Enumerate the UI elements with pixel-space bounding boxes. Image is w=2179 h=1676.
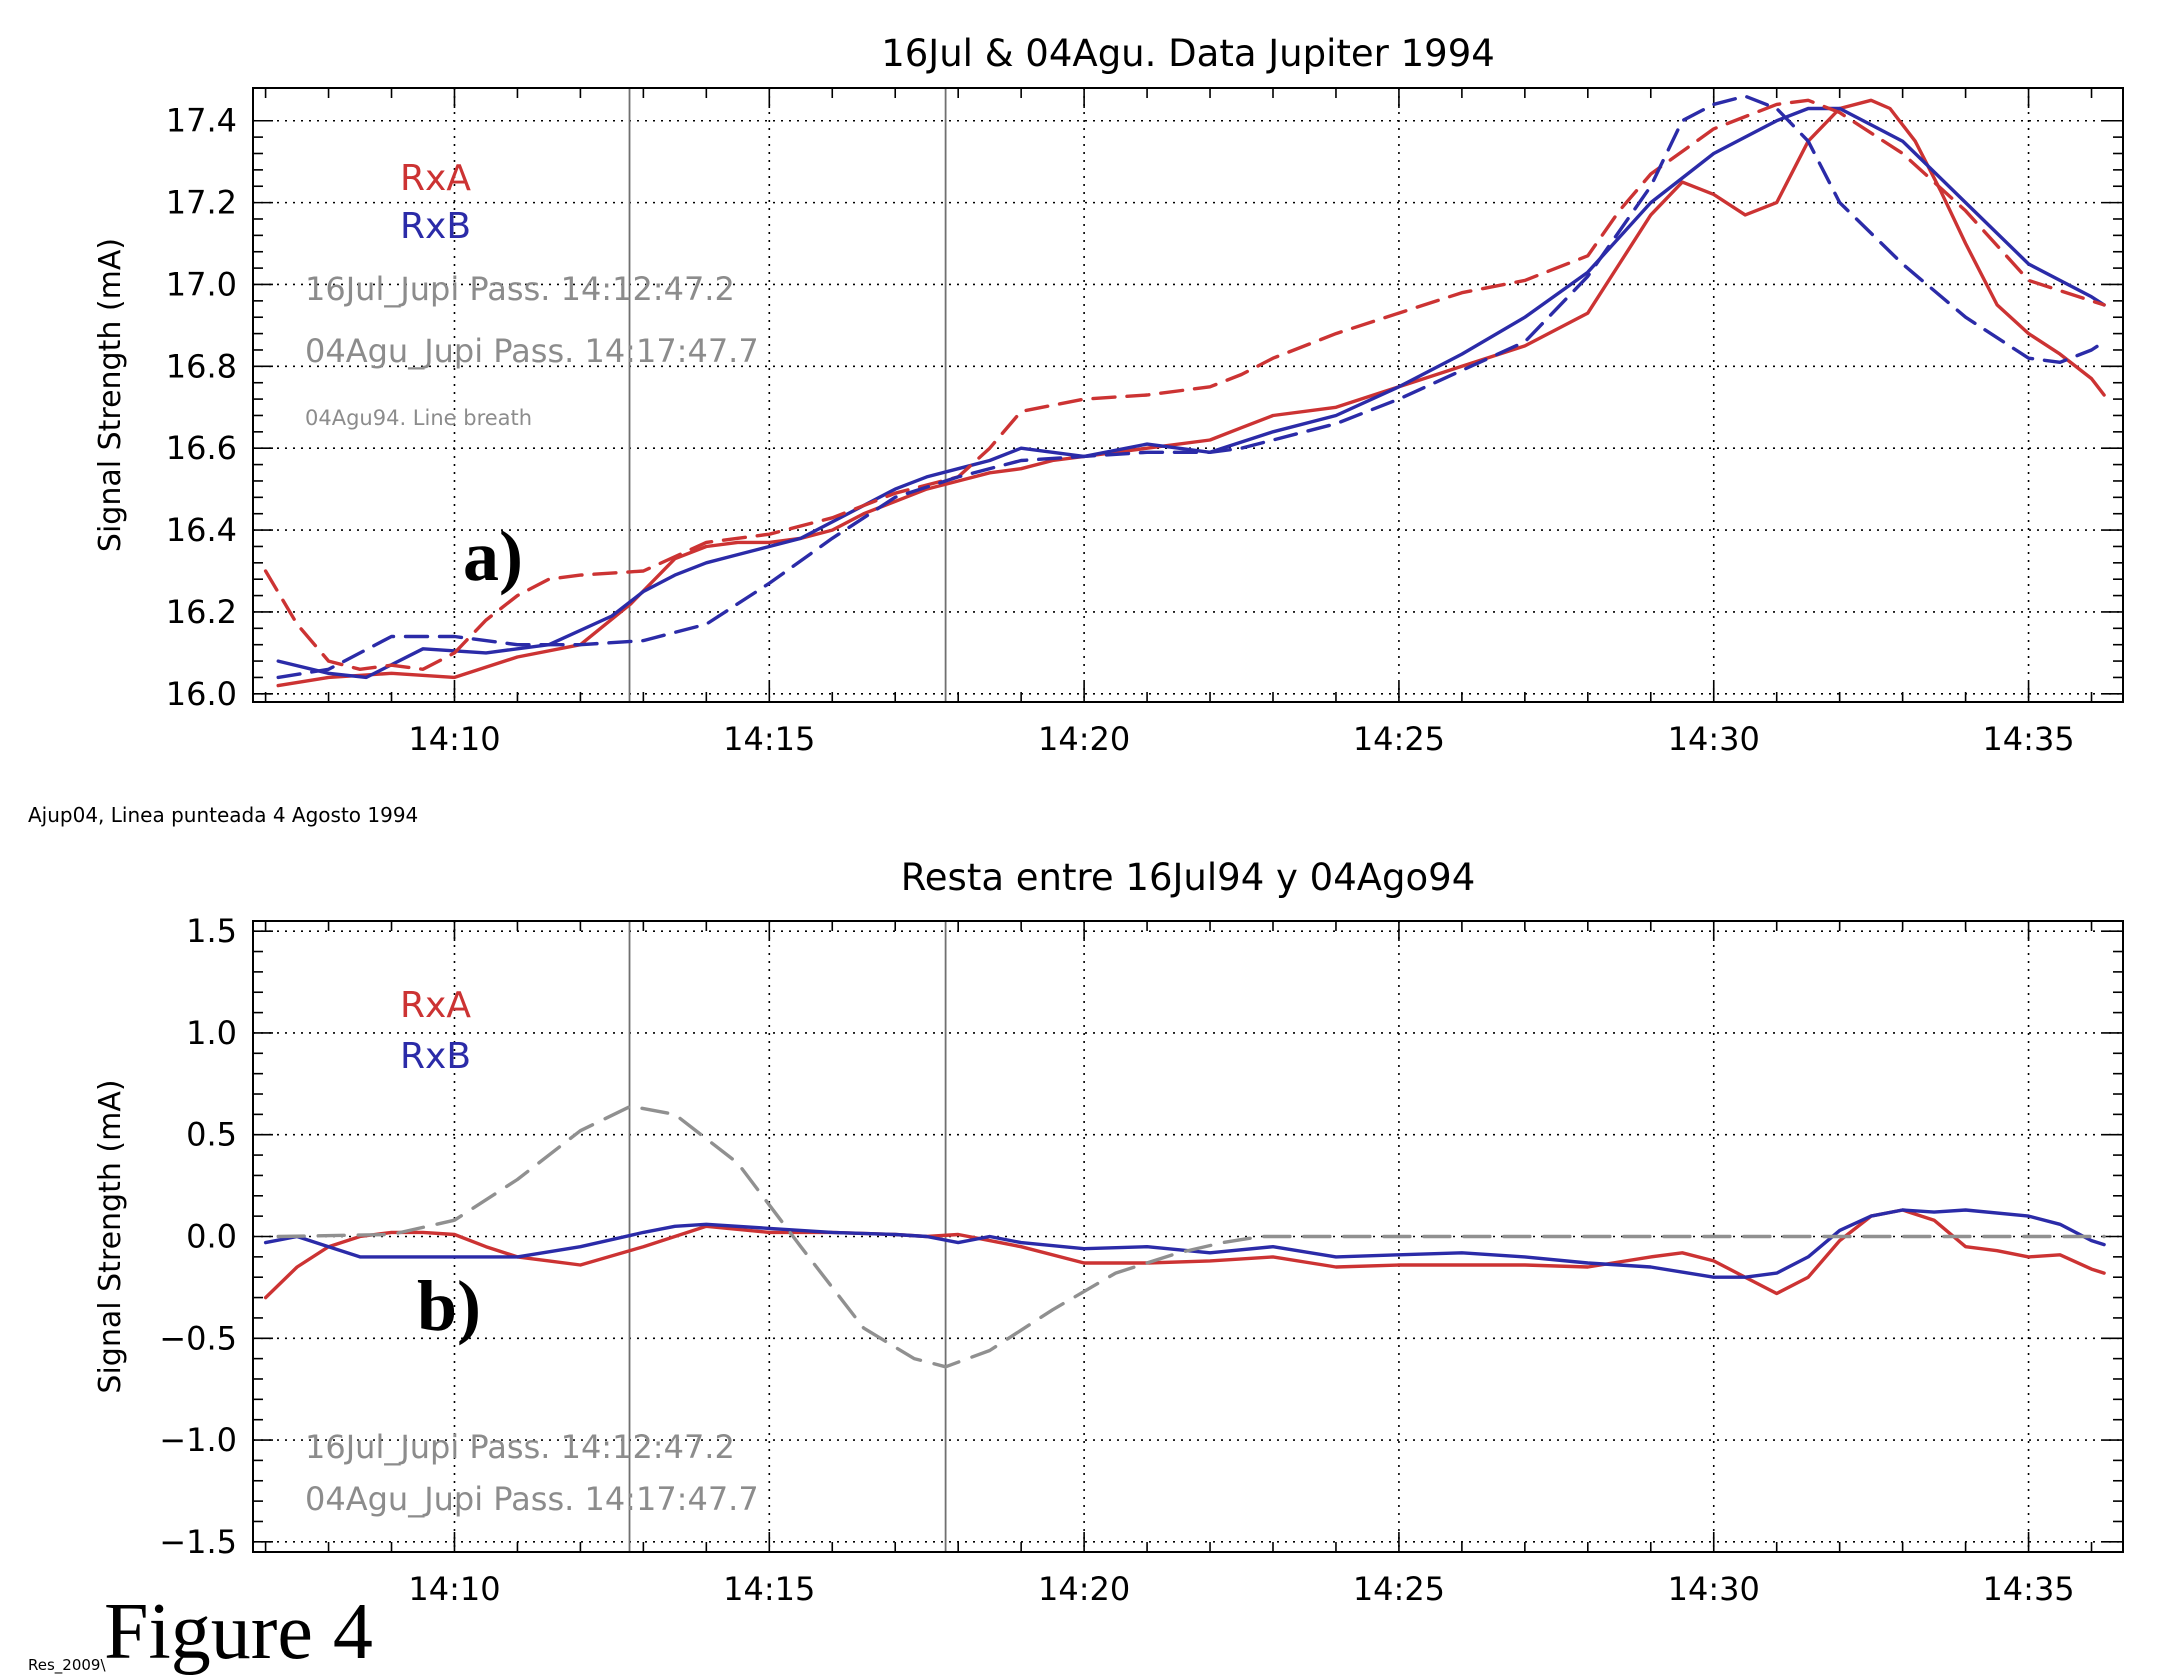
panel-a-label: a): [463, 516, 523, 596]
panel-a-x-tick-label: 14:30: [1668, 720, 1760, 758]
panel-b-chart-title: Resta entre 16Jul94 y 04Ago94: [901, 856, 1476, 899]
panel-a-y-tick-label: 17.4: [166, 102, 237, 140]
panel-a-y-tick-label: 16.0: [166, 675, 237, 713]
panel-a-x-tick-label: 14:10: [408, 720, 500, 758]
panel-b-y-tick-label: 1.0: [186, 1014, 237, 1052]
panel-a-x-tick-label: 14:35: [1982, 720, 2074, 758]
panel-a-y-tick-label: 16.8: [166, 347, 237, 385]
panel-a-series-rxa-dashed: [263, 98, 2106, 671]
panel-b-x-tick-label: 14:35: [1982, 1570, 2074, 1608]
panel-b-x-tick-label: 14:15: [723, 1570, 815, 1608]
panel-b-y-tick-label: −1.0: [159, 1421, 237, 1459]
panel-b-x-tick-label: 14:10: [408, 1570, 500, 1608]
panel-b-legend-rxa: RxA: [400, 985, 471, 1026]
panel-a-x-tick-label: 14:15: [723, 720, 815, 758]
panel-a-x-tick-label: 14:25: [1353, 720, 1445, 758]
panel-a-y-tick-label: 16.4: [166, 511, 237, 549]
figure-footer: Res_2009\: [28, 1656, 106, 1675]
panel-a-chart: 14:10 14:15 14:20 14:25 14:30 14:35 16.0 16.2 16…: [93, 32, 2124, 758]
panel-b-y-axis-label: Signal Strength (mA): [93, 1079, 128, 1393]
panel-b-y-tick-label: 0.5: [186, 1116, 237, 1154]
panel-b-label: b): [417, 1266, 481, 1346]
panel-a-series-rxb-solid: [276, 106, 2106, 680]
panel-a-annotation: 16Jul_Jupi Pass. 14:12:47.2: [305, 270, 735, 308]
panel-b-annotation: 16Jul_Jupi Pass. 14:12:47.2: [305, 1428, 735, 1466]
panel-a-plot-frame: [252, 87, 2124, 703]
panel-b-y-tick-label: −1.5: [159, 1523, 237, 1561]
panel-a-y-tick-label: 16.2: [166, 593, 237, 631]
panel-b-x-tick-label: 14:30: [1668, 1570, 1760, 1608]
panel-a-annotation: 04Agu94. Line breath: [305, 406, 532, 430]
panel-b-y-tick-label: 0.0: [186, 1218, 237, 1256]
panel-b-legend-rxb: RxB: [400, 1036, 471, 1077]
panel-a-series-rxb-dashed: [276, 94, 2106, 680]
panel-b-annotation: 04Agu_Jupi Pass. 14:17:47.7: [305, 1480, 759, 1518]
panel-a-legend-rxa: RxA: [400, 158, 471, 199]
panel-a-y-tick-label: 17.2: [166, 184, 237, 222]
panel-b-y-tick-label: 1.5: [186, 912, 237, 950]
panel-a-y-tick-label: 17.0: [166, 265, 237, 303]
panel-a-y-tick-label: 16.6: [166, 429, 237, 467]
panel-b-x-tick-label: 14:20: [1038, 1570, 1130, 1608]
panel-a-series-rxa-solid: [276, 98, 2106, 688]
panel-a-y-axis-label: Signal Strength (mA): [93, 238, 128, 552]
panel-a-chart-title: 16Jul & 04Agu. Data Jupiter 1994: [881, 32, 1495, 75]
panel-b-y-tick-label: −0.5: [159, 1319, 237, 1357]
panel-b-plot-frame: [252, 920, 2124, 1553]
panel-b-series-rxb-solid: [263, 1208, 2106, 1279]
panel-b-x-tick-label: 14:25: [1353, 1570, 1445, 1608]
panel-a-x-tick-label: 14:20: [1038, 720, 1130, 758]
figure-label: Figure 4: [104, 1588, 373, 1676]
panel-a-legend-rxb: RxB: [400, 206, 471, 247]
between-panels-note: Ajup04, Linea punteada 4 Agosto 1994: [28, 803, 418, 827]
panel-b-chart: 14:10 14:15 14:20 14:25 14:30 14:35 1.5 1.0 0.5 0…: [93, 856, 2124, 1608]
panel-b-series-reference-dashed-gray: [276, 1104, 2106, 1369]
panel-a-annotation: 04Agu_Jupi Pass. 14:17:47.7: [305, 332, 759, 370]
